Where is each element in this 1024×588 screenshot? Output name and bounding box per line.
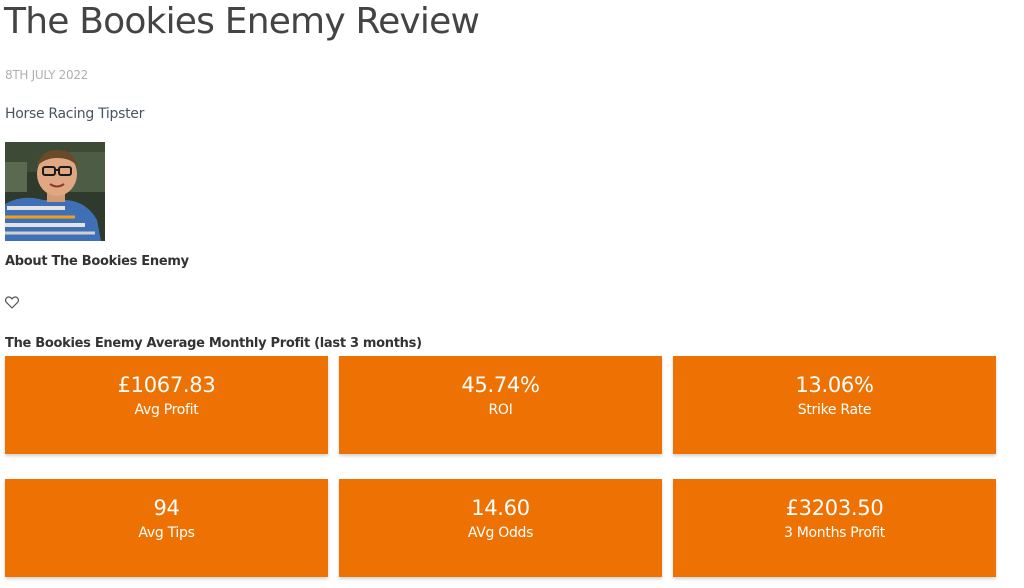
stats-heading: The Bookies Enemy Average Monthly Profit… — [5, 336, 422, 351]
stat-value: 94 — [153, 496, 180, 520]
stat-card-avg-tips: 94 Avg Tips — [5, 479, 328, 577]
stat-card-strike-rate: 13.06% Strike Rate — [673, 356, 996, 454]
stat-label: AVg Odds — [467, 525, 534, 541]
tipster-avatar — [5, 142, 105, 241]
stat-value: 13.06% — [795, 373, 874, 397]
stat-card-avg-profit: £1067.83 Avg Profit — [5, 356, 328, 454]
stat-card-avg-odds: 14.60 AVg Odds — [339, 479, 662, 577]
stat-card-roi: 45.74% ROI — [339, 356, 662, 454]
stat-label: Strike Rate — [797, 402, 872, 418]
stat-label: ROI — [488, 402, 513, 418]
about-heading: About The Bookies Enemy — [5, 254, 189, 269]
post-date: 8TH JULY 2022 — [5, 68, 89, 82]
avatar-photo-icon — [5, 142, 105, 241]
stat-card-3-months-profit: £3203.50 3 Months Profit — [673, 479, 996, 577]
stat-label: 3 Months Profit — [784, 525, 885, 541]
tipster-category: Horse Racing Tipster — [5, 106, 145, 122]
stat-value: 45.74% — [461, 373, 540, 397]
stat-label: Avg Tips — [138, 525, 195, 541]
stat-value: 14.60 — [471, 496, 530, 520]
stat-label: Avg Profit — [134, 402, 199, 418]
page-title: The Bookies Enemy Review — [4, 1, 480, 42]
stat-value: £3203.50 — [785, 496, 884, 520]
heart-icon[interactable] — [4, 294, 20, 309]
stat-value: £1067.83 — [117, 373, 216, 397]
